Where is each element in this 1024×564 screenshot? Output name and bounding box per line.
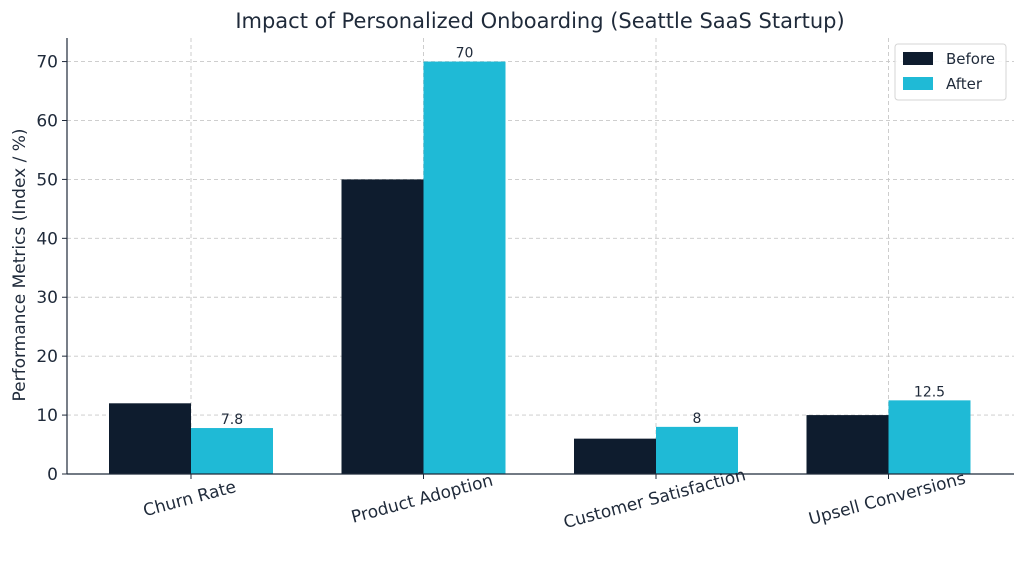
legend-swatch-after <box>903 77 933 90</box>
y-tick-label: 60 <box>36 111 58 131</box>
y-tick-label: 0 <box>47 465 58 485</box>
data-label: 70 <box>456 46 474 62</box>
data-label: 12.5 <box>914 384 945 400</box>
y-ticks: 0 10 20 30 40 50 60 70 <box>36 53 67 485</box>
y-tick-label: 70 <box>36 53 58 73</box>
data-labels: 7.8 70 8 12.5 <box>221 46 945 428</box>
y-tick-label: 20 <box>36 347 58 367</box>
data-label: 8 <box>693 411 702 427</box>
y-tick-label: 10 <box>36 406 58 426</box>
legend-swatch-before <box>903 52 933 65</box>
bar-before <box>806 415 889 474</box>
bars <box>109 61 971 475</box>
x-tick-label: Product Adoption <box>349 471 495 528</box>
chart-title: Impact of Personalized Onboarding (Seatt… <box>235 9 844 33</box>
bar-after <box>888 400 971 474</box>
axes <box>66 38 1014 475</box>
x-tick-label: Churn Rate <box>141 477 238 521</box>
bar-after <box>423 61 506 474</box>
bar-after <box>191 428 273 474</box>
y-tick-label: 50 <box>36 170 58 190</box>
bar-before <box>109 403 191 474</box>
y-axis-label: Performance Metrics (Index / %) <box>10 129 30 402</box>
legend-label-after: After <box>946 75 983 93</box>
x-tick-label: Upsell Conversions <box>807 469 968 530</box>
bar-before <box>341 179 424 475</box>
legend: Before After <box>894 43 1007 101</box>
bar-before <box>574 438 656 474</box>
y-tick-label: 40 <box>36 229 58 249</box>
y-tick-label: 30 <box>36 288 58 308</box>
data-label: 7.8 <box>221 412 243 428</box>
x-tick-label: Customer Satisfaction <box>561 465 748 533</box>
bar-after <box>656 426 738 474</box>
legend-label-before: Before <box>946 50 995 68</box>
grid <box>67 38 1014 474</box>
x-ticks: Churn Rate Product Adoption Customer Satis… <box>141 465 968 533</box>
